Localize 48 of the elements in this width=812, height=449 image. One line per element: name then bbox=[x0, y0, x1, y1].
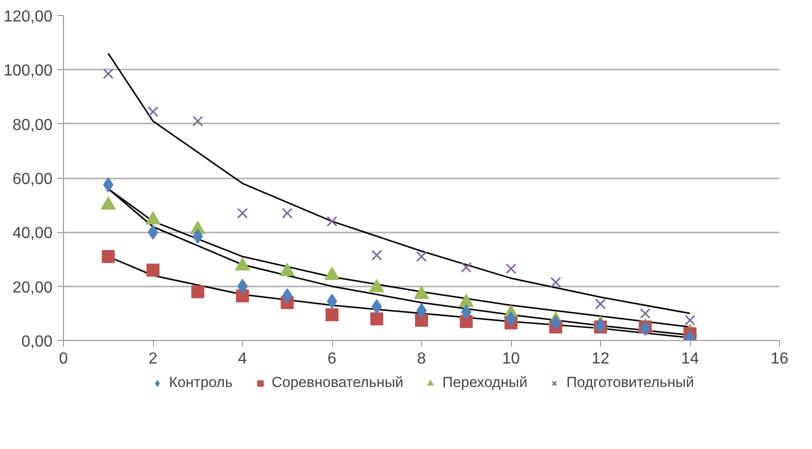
point bbox=[684, 314, 696, 326]
point bbox=[640, 308, 651, 319]
point bbox=[371, 250, 382, 261]
x-tick-label: 4 bbox=[238, 350, 248, 368]
x-tick-label: 12 bbox=[592, 350, 610, 368]
point bbox=[192, 116, 204, 126]
x-tick-label: 16 bbox=[770, 350, 788, 368]
point bbox=[237, 208, 248, 219]
y-tick-label: 40,00 bbox=[12, 225, 53, 242]
point bbox=[326, 308, 338, 322]
legend-label: Соревновательный bbox=[272, 375, 404, 391]
x-tick-label: 8 bbox=[417, 350, 426, 368]
y-tick-label: 80,00 bbox=[12, 116, 53, 134]
legend-label: Контроль bbox=[168, 375, 233, 391]
x-tick-label: 14 bbox=[681, 350, 699, 368]
y-tick-label: 20,00 bbox=[12, 279, 53, 296]
y-tick-label: 0,00 bbox=[21, 334, 53, 350]
point bbox=[282, 208, 293, 219]
point bbox=[326, 216, 338, 227]
point bbox=[370, 312, 384, 326]
point bbox=[146, 264, 160, 277]
y-tick-label: 120,00 bbox=[4, 8, 53, 26]
point bbox=[506, 311, 516, 326]
point bbox=[148, 224, 158, 240]
point bbox=[416, 303, 427, 318]
line-series bbox=[108, 52, 691, 314]
point bbox=[148, 106, 158, 117]
point bbox=[595, 298, 606, 310]
point bbox=[191, 285, 204, 298]
y-tick-label: 100,00 bbox=[4, 62, 53, 80]
legend-label: Подготовительный bbox=[566, 375, 694, 391]
x-tick-label: 6 bbox=[328, 350, 337, 368]
point bbox=[506, 263, 516, 274]
point bbox=[415, 314, 428, 327]
point bbox=[550, 276, 562, 288]
point bbox=[460, 262, 472, 273]
x-tick-label: 2 bbox=[148, 350, 158, 368]
point bbox=[236, 289, 249, 302]
x-tick-label: 10 bbox=[502, 350, 520, 368]
point bbox=[326, 294, 338, 309]
point bbox=[460, 315, 473, 328]
point bbox=[102, 68, 114, 80]
y-tick-label: 60,00 bbox=[12, 171, 53, 188]
point bbox=[102, 250, 115, 264]
x-tick-label: 0 bbox=[59, 350, 68, 368]
point bbox=[237, 278, 248, 294]
point bbox=[416, 251, 427, 262]
legend-label: Переходный bbox=[442, 375, 528, 391]
